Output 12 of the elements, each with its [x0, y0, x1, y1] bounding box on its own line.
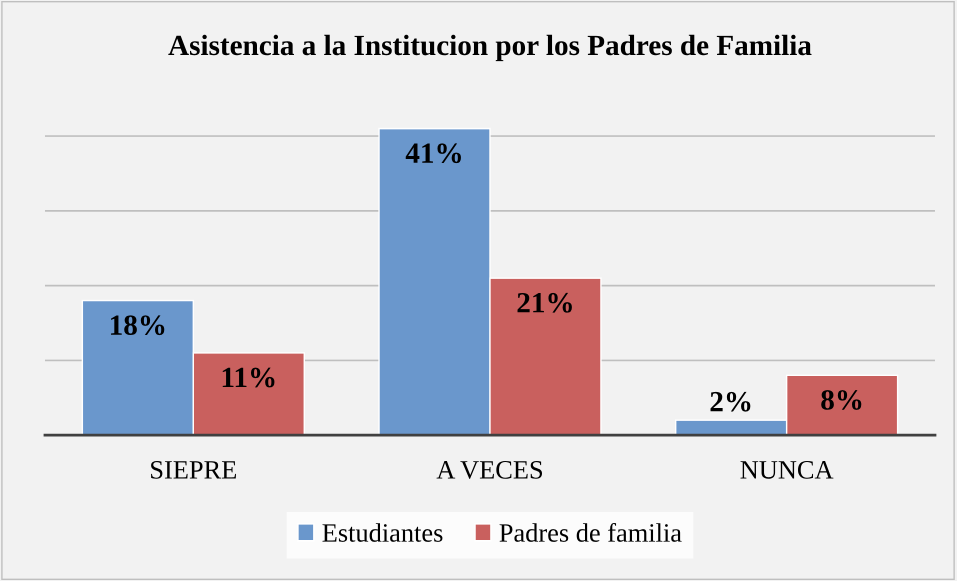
- x-tick-label: NUNCA: [740, 461, 834, 479]
- data-label: 2%: [710, 392, 750, 412]
- data-label: 11%: [222, 368, 274, 388]
- legend-label: Estudiantes: [322, 523, 442, 542]
- legend-label: Padres de familia: [500, 523, 682, 542]
- chart-title: Asistencia a la Institucion por los Padres de Familia: [168, 34, 812, 62]
- x-tick-label: SIEPRE: [151, 461, 236, 479]
- data-label: 41%: [406, 143, 461, 164]
- x-tick-label: A VECES: [436, 461, 542, 479]
- data-label: 8%: [821, 390, 862, 410]
- data-label: 18%: [111, 315, 164, 336]
- data-label: 21%: [518, 292, 572, 313]
